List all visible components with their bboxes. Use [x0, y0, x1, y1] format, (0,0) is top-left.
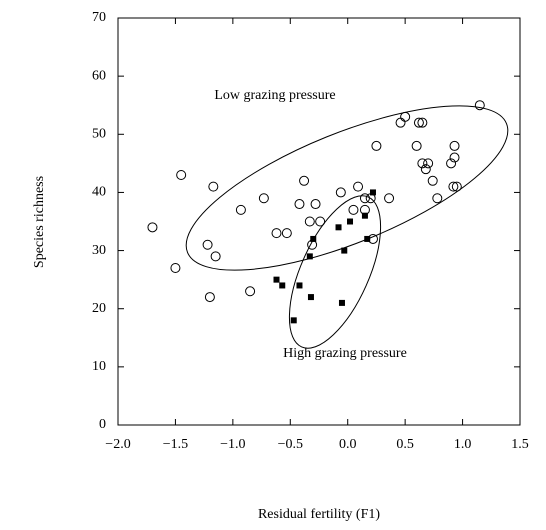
- low-grazing-ellipse: [185, 105, 509, 271]
- point: [170, 263, 181, 274]
- x-tick-label: 0.5: [396, 437, 414, 452]
- point: [204, 292, 215, 303]
- x-tick-label: 0.0: [339, 437, 357, 452]
- x-tick-label: −2.0: [105, 437, 130, 452]
- plot-frame: [117, 17, 521, 426]
- y-axis-label: Species richness: [32, 176, 47, 268]
- point: [364, 235, 371, 242]
- point: [290, 317, 297, 324]
- point: [427, 175, 438, 186]
- point: [315, 216, 326, 227]
- x-axis-label: Residual fertility (F1): [258, 507, 380, 522]
- point: [413, 117, 424, 128]
- point: [369, 189, 376, 196]
- point: [258, 193, 269, 204]
- point: [371, 140, 382, 151]
- point: [341, 247, 348, 254]
- x-tick-label: −1.5: [163, 437, 188, 452]
- point: [400, 111, 411, 122]
- point: [353, 181, 364, 192]
- point: [294, 199, 305, 210]
- point: [432, 193, 443, 204]
- point: [417, 117, 428, 128]
- point: [359, 193, 370, 204]
- point: [279, 282, 286, 289]
- point: [235, 204, 246, 215]
- point: [176, 169, 187, 180]
- point: [210, 251, 221, 262]
- y-tick-label: 40: [92, 185, 106, 200]
- point: [273, 276, 280, 283]
- point: [417, 158, 428, 169]
- point: [296, 282, 303, 289]
- point: [448, 181, 459, 192]
- point: [310, 235, 317, 242]
- point: [208, 181, 219, 192]
- point: [281, 228, 292, 239]
- point: [449, 152, 460, 163]
- point: [299, 175, 310, 186]
- point: [411, 140, 422, 151]
- point: [384, 193, 395, 204]
- y-tick-label: 20: [92, 301, 106, 316]
- y-tick-label: 70: [92, 10, 106, 25]
- x-tick-label: 1.0: [454, 437, 472, 452]
- point: [348, 204, 359, 215]
- x-tick-label: −1.0: [220, 437, 245, 452]
- y-tick-label: 60: [92, 68, 106, 83]
- high-grazing-ellipse: [288, 195, 382, 349]
- point: [306, 253, 313, 260]
- point: [307, 294, 314, 301]
- y-tick-label: 50: [92, 127, 106, 142]
- point: [338, 299, 345, 306]
- point: [420, 164, 431, 175]
- point: [423, 158, 434, 169]
- point: [449, 140, 460, 151]
- point: [202, 239, 213, 250]
- annotation: High grazing pressure: [283, 346, 407, 361]
- point: [451, 181, 462, 192]
- point: [271, 228, 282, 239]
- point: [335, 187, 346, 198]
- point: [245, 286, 256, 297]
- point: [361, 212, 368, 219]
- x-tick-label: 1.5: [511, 437, 529, 452]
- annotation: Low grazing pressure: [214, 88, 335, 103]
- point: [347, 218, 354, 225]
- point: [446, 158, 457, 169]
- y-tick-label: 10: [92, 359, 106, 374]
- x-tick-label: −0.5: [278, 437, 303, 452]
- point: [304, 216, 315, 227]
- y-tick-label: 30: [92, 243, 106, 258]
- point: [395, 117, 406, 128]
- point: [335, 224, 342, 231]
- point: [147, 222, 158, 233]
- y-tick-label: 0: [99, 417, 106, 432]
- point: [310, 199, 321, 210]
- point: [474, 100, 485, 111]
